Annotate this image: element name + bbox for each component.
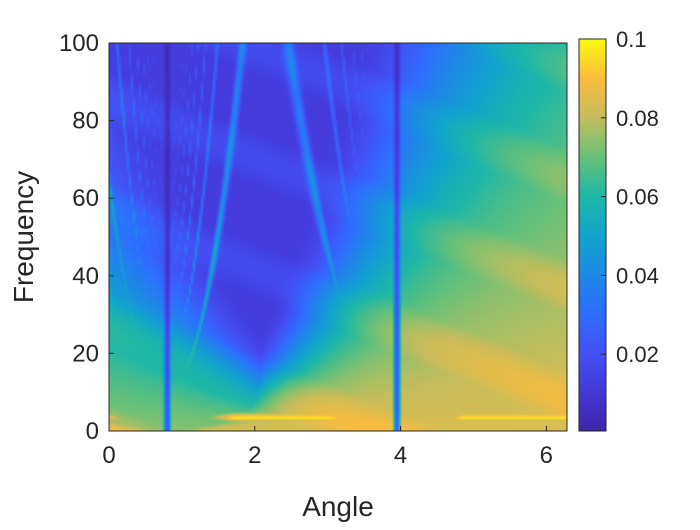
colorbar-tick-label: 0.06 <box>616 185 659 210</box>
y-tick-label: 60 <box>72 185 99 212</box>
colorbar-tick-label: 0.08 <box>616 106 659 131</box>
plot-frame <box>108 42 568 432</box>
colorbar-tick-label: 0.04 <box>616 263 659 288</box>
x-tick-label: 4 <box>394 442 407 469</box>
x-tick-label: 6 <box>540 442 553 469</box>
heatmap-image <box>109 43 567 431</box>
x-axis-ticks: 0 2 4 6 <box>102 426 553 469</box>
colorbar-tick-label: 0.1 <box>616 27 647 52</box>
heatmap-plot-area <box>108 42 568 432</box>
y-axis-label: Frequency <box>8 171 39 303</box>
y-tick-label: 40 <box>72 263 99 290</box>
x-tick-label: 0 <box>102 442 115 469</box>
y-axis-ticks: 0 20 40 60 80 100 <box>59 30 114 445</box>
colorbar-ticks: 0.02 0.04 0.06 0.08 0.1 <box>601 27 659 367</box>
colorbar-tick-label: 0.02 <box>616 342 659 367</box>
y-tick-label: 20 <box>72 340 99 367</box>
y-tick-label: 100 <box>59 30 99 57</box>
colorbar-bar <box>578 38 607 432</box>
y-tick-label: 80 <box>72 108 99 135</box>
colorbar: 0.02 0.04 0.06 0.08 0.1 <box>578 27 659 432</box>
y-tick-label: 0 <box>86 418 99 445</box>
x-tick-label: 2 <box>248 442 261 469</box>
x-axis-label: Angle <box>302 491 374 522</box>
